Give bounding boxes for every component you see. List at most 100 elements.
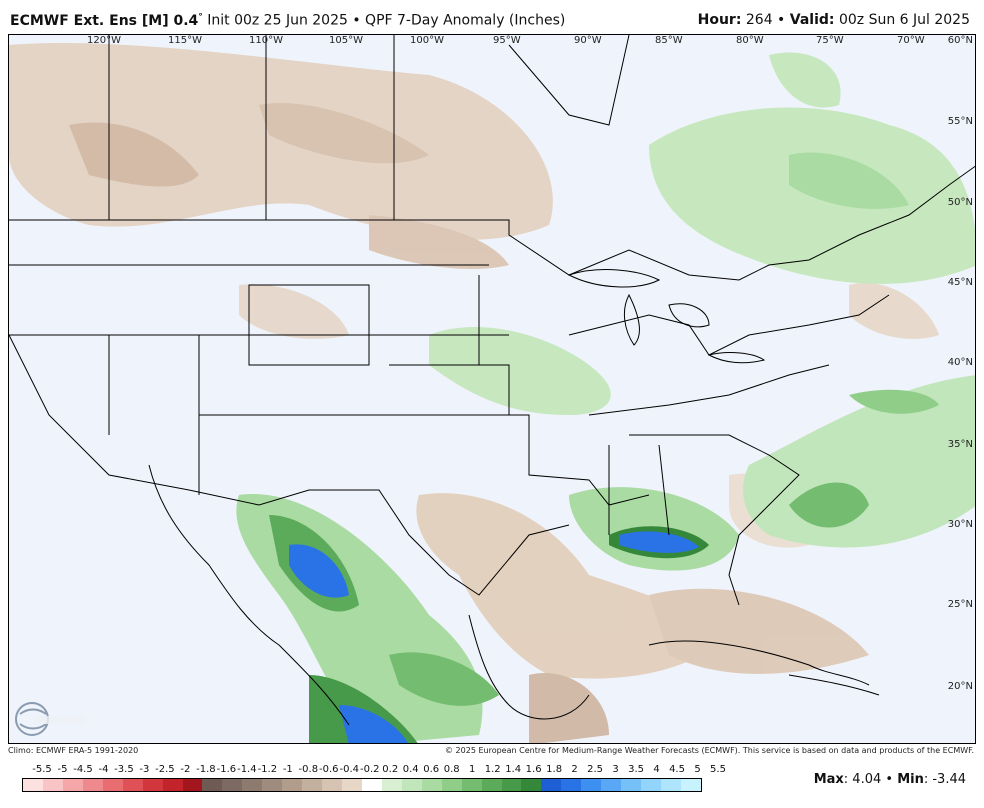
map-canvas: [9, 35, 975, 743]
colorbar-label: 2.5: [587, 764, 604, 775]
colorbar-label: -5: [57, 764, 68, 775]
colorbar-labels: -5.5 -5 -4.5 -4 -3.5 -3 -2.5 -2 -1.8 -1.6 -1.4 -1.2…: [26, 764, 726, 776]
colorbar-swatch: [322, 779, 342, 791]
colorbar-label: 1.2: [484, 764, 501, 775]
colorbar-swatch: [142, 779, 163, 791]
colorbar-swatch: [302, 779, 323, 791]
colorbar-swatch: [162, 779, 183, 791]
colorbar-label: -1.8: [196, 764, 216, 775]
colorbar-swatch: [381, 779, 402, 791]
lon-label: 90°W: [574, 35, 602, 46]
colorbar-label: -4: [98, 764, 109, 775]
colorbar-label: 0.6: [423, 764, 440, 775]
colorbar-label: -3: [139, 764, 150, 775]
max-min-stats: Max: 4.04 • Min: -3.44: [813, 772, 966, 787]
copyright-note: © 2025 European Centre for Medium-Range …: [445, 746, 974, 755]
colorbar-label: -1.2: [257, 764, 278, 775]
colorbar-swatch: [521, 779, 542, 791]
dry-anomaly-areas: [9, 42, 939, 743]
lat-label: 45°N: [947, 277, 973, 288]
colorbar-swatch: [680, 779, 701, 791]
lon-label: 115°W: [168, 35, 202, 46]
forecast-hour: Hour: 264 • Valid: 00z Sun 6 Jul 2025: [697, 12, 970, 28]
colorbar-swatch: [601, 779, 622, 791]
lat-label: 50°N: [947, 197, 973, 208]
colorbar-label: -1: [282, 764, 293, 775]
colorbar-swatch: [441, 779, 462, 791]
colorbar-label: -1.4: [237, 764, 257, 775]
lon-label: 75°W: [816, 35, 844, 46]
colorbar-swatch: [641, 779, 661, 791]
colorbar-swatch: [401, 779, 422, 791]
colorbar-label: -2.5: [155, 764, 175, 775]
colorbar-label: 1.6: [525, 764, 542, 775]
lon-label: 80°W: [736, 35, 764, 46]
colorbar-label: 0.2: [382, 764, 399, 775]
great-lakes: [567, 269, 766, 364]
colorbar-label: -0.8: [298, 764, 319, 775]
lat-label: 20°N: [947, 681, 973, 692]
colorbar-label: 1.8: [546, 764, 563, 775]
model-name: ECMWF Ext. Ens [M] 0.4°: [10, 12, 203, 29]
colorbar-swatch: [361, 779, 382, 791]
colorbar-label: 5.5: [710, 764, 726, 775]
colorbar-label: 1.4: [505, 764, 522, 775]
colorbar-swatch: [661, 779, 681, 791]
colorbar-swatch: [182, 779, 203, 791]
lat-label: 25°N: [947, 599, 973, 610]
lat-label: 40°N: [947, 357, 973, 368]
colorbar-swatch: [202, 779, 223, 791]
colorbar-label: 0.8: [443, 764, 460, 775]
colorbar-swatch: [222, 779, 243, 791]
lat-label: 60°N: [947, 35, 973, 46]
colorbar-swatch: [122, 779, 143, 791]
colorbar-swatch: [23, 779, 43, 791]
lat-label: 35°N: [947, 439, 973, 450]
colorbar-label: 0.4: [402, 764, 419, 775]
colorbar-swatch: [481, 779, 502, 791]
map-panel: 120°W 115°W 110°W 105°W 100°W 95°W 90°W …: [8, 34, 976, 744]
colorbar-swatch: [102, 779, 123, 791]
colorbar-label: -1.6: [216, 764, 237, 775]
weatherbell-logo: [15, 702, 86, 736]
colorbar-swatch: [242, 779, 263, 791]
boundaries: [9, 35, 975, 726]
colorbar-swatch: [581, 779, 602, 791]
colorbar-label: 3.5: [628, 764, 644, 775]
colorbar-swatch: [541, 779, 562, 791]
colorbar-swatch: [82, 779, 103, 791]
colorbar-swatch: [342, 779, 362, 791]
colorbar-swatch: [461, 779, 482, 791]
colorbar-label: 5: [694, 764, 701, 775]
colorbar-swatch: [501, 779, 522, 791]
colorbar-swatch: [62, 779, 83, 791]
climo-note: Climo: ECMWF ERA-5 1991-2020: [8, 746, 139, 755]
lat-label: 55°N: [947, 116, 973, 127]
colorbar-label: -2: [180, 764, 191, 775]
map-title: ECMWF Ext. Ens [M] 0.4° Init 00z 25 Jun …: [10, 12, 565, 29]
colorbar-label: -5.5: [32, 764, 52, 775]
colorbar-swatch: [421, 779, 442, 791]
colorbar-label: -3.5: [114, 764, 134, 775]
colorbar-label: 4: [653, 764, 660, 775]
colorbar-swatch: [621, 779, 642, 791]
lat-label: 30°N: [947, 519, 973, 530]
colorbar: [22, 778, 702, 792]
colorbar-label: -0.2: [359, 764, 380, 775]
colorbar-label: -0.6: [319, 764, 339, 775]
colorbar-swatch: [42, 779, 63, 791]
colorbar-label: 2: [571, 764, 578, 775]
colorbar-swatch: [262, 779, 283, 791]
colorbar-label: 1: [468, 764, 476, 775]
colorbar-label: 3: [612, 764, 619, 775]
colorbar-label: -0.4: [339, 764, 360, 775]
init-text: Init 00z 25 Jun 2025 • QPF 7-Day Anomaly…: [202, 12, 566, 29]
colorbar-swatch: [561, 779, 582, 791]
lon-label: 110°W: [249, 35, 283, 46]
lon-label: 100°W: [410, 35, 444, 46]
colorbar-swatch: [282, 779, 303, 791]
colorbar-label: 4.5: [669, 764, 685, 775]
lon-label: 120°W: [87, 35, 121, 46]
lon-label: 95°W: [493, 35, 521, 46]
lon-label: 85°W: [655, 35, 683, 46]
